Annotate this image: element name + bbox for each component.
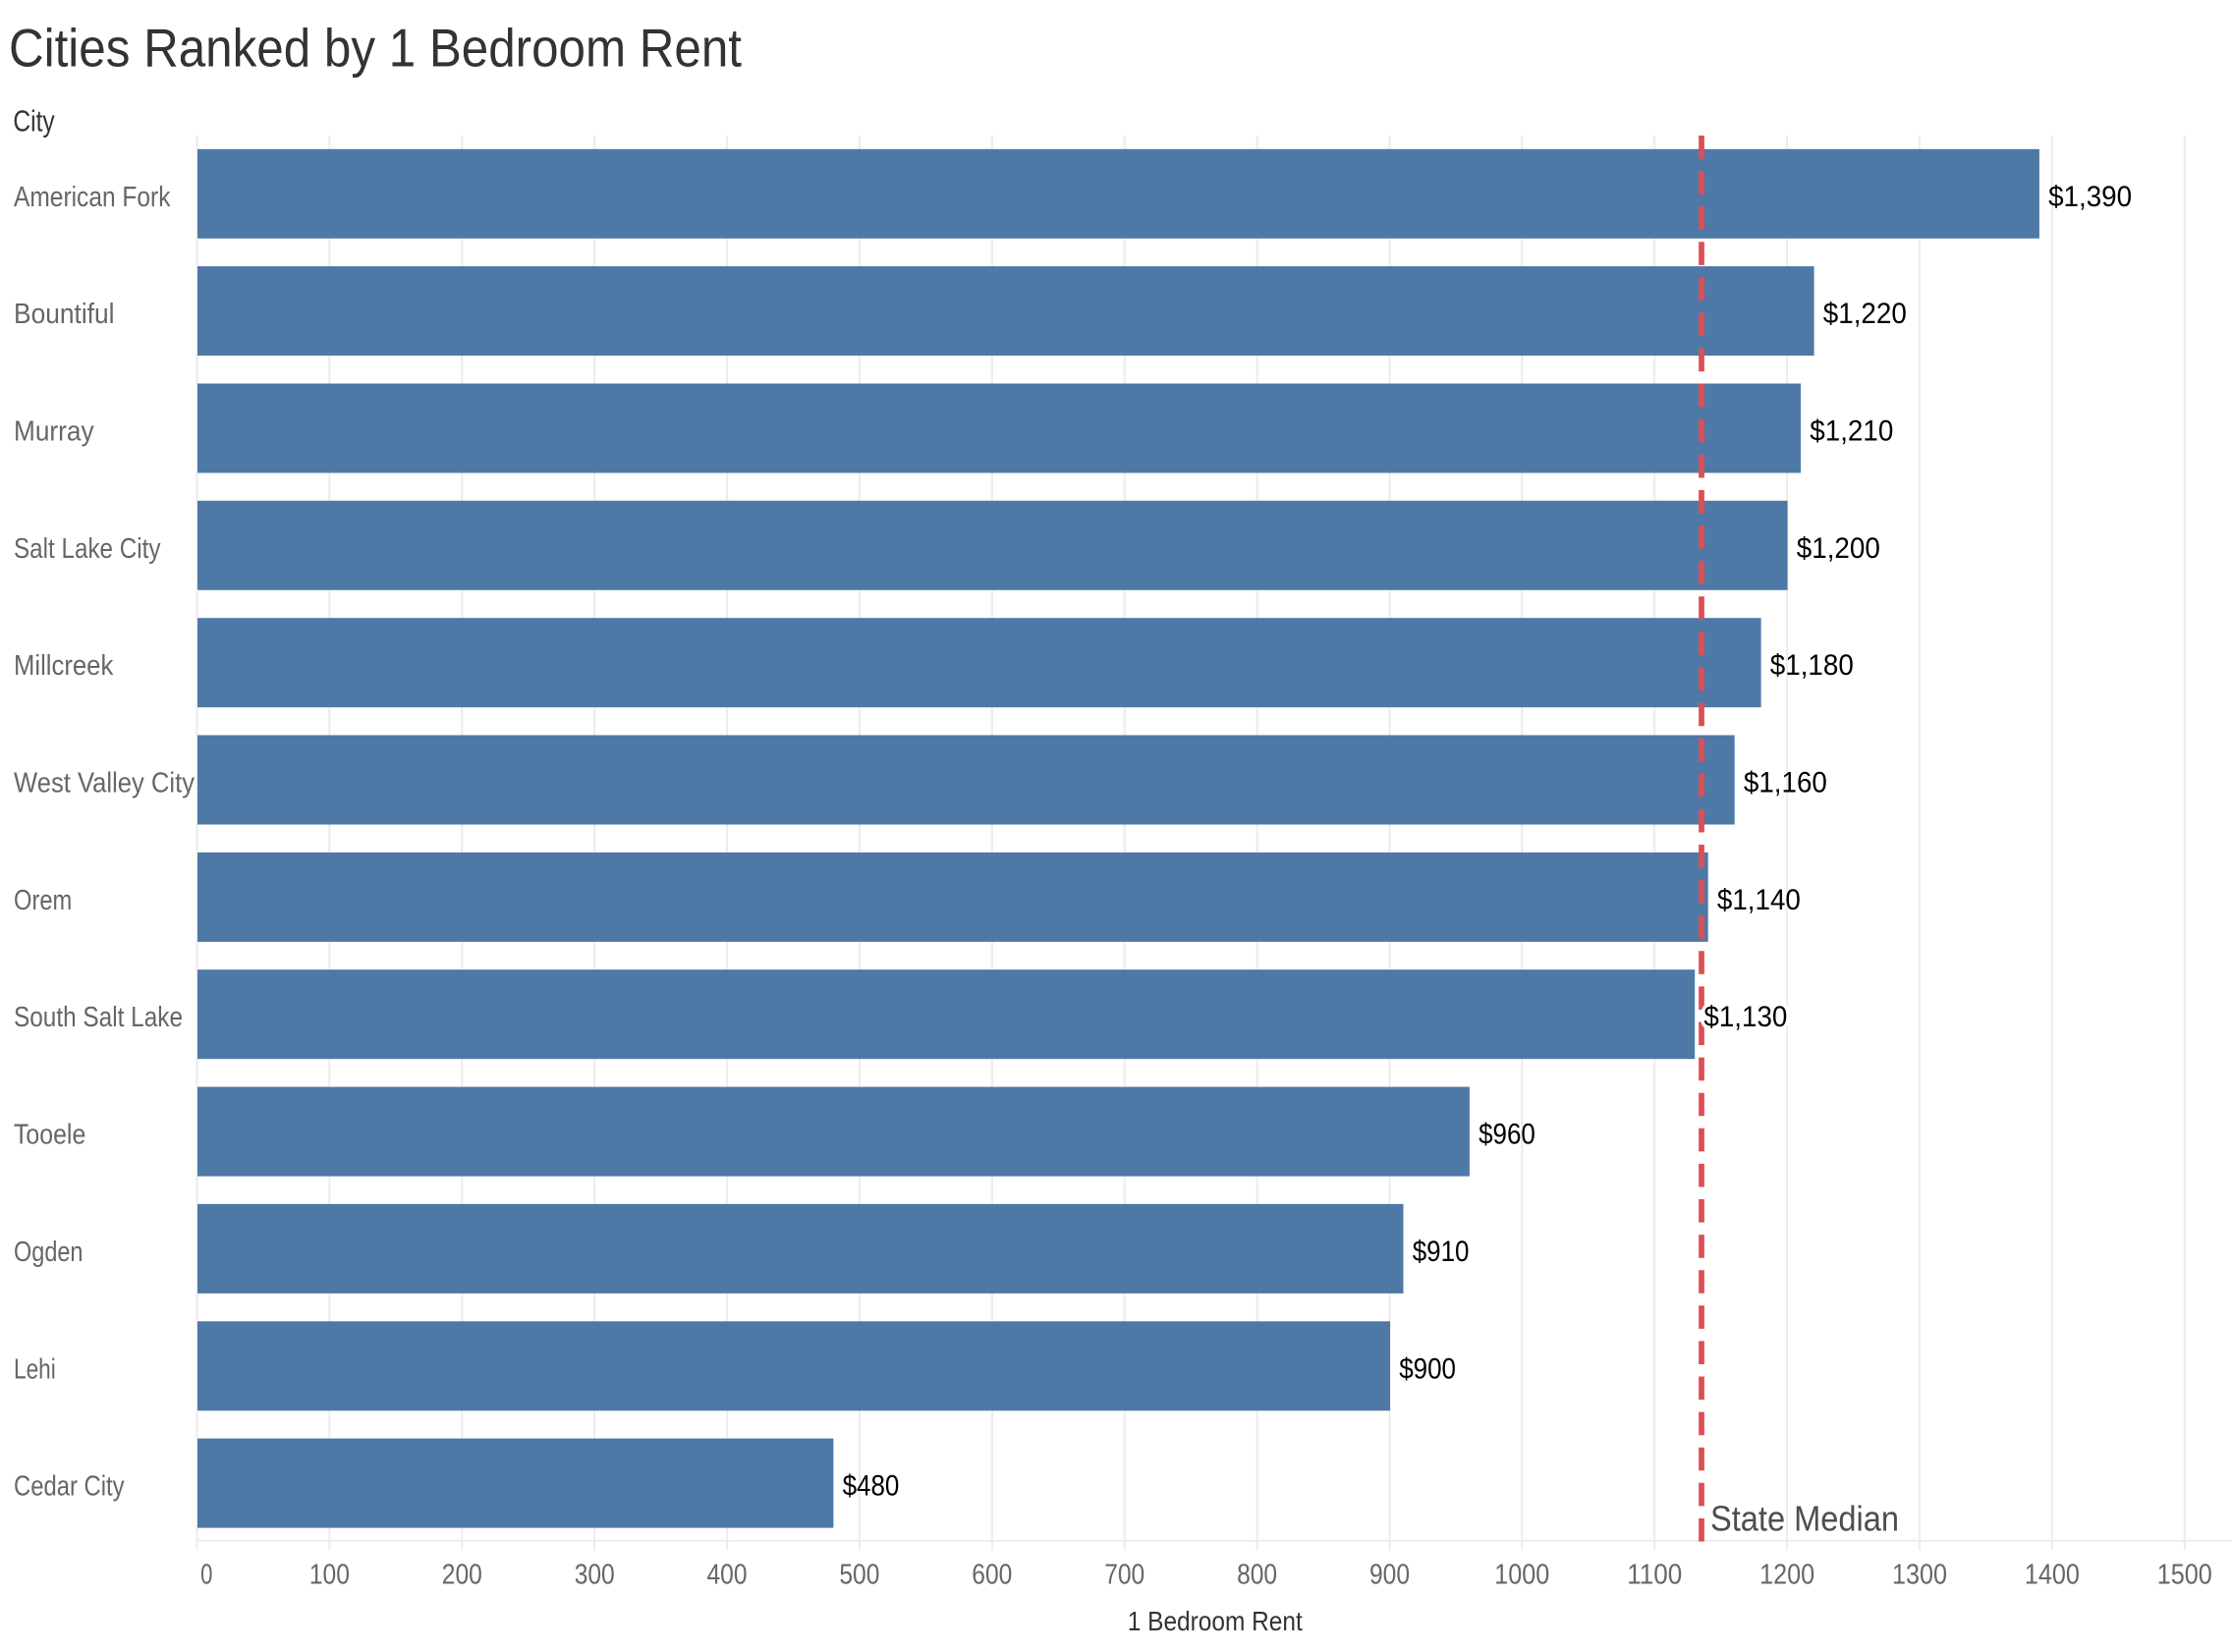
svg-text:Tooele: Tooele: [14, 1120, 85, 1151]
svg-text:100: 100: [309, 1559, 350, 1590]
svg-text:1400: 1400: [2025, 1559, 2080, 1590]
svg-text:0: 0: [200, 1559, 212, 1590]
svg-text:$1,130: $1,130: [1703, 1001, 1787, 1033]
svg-text:$960: $960: [1479, 1119, 1535, 1151]
svg-text:Millcreek: Millcreek: [14, 650, 114, 682]
svg-text:Bountiful: Bountiful: [14, 299, 115, 330]
svg-text:West Valley City: West Valley City: [14, 768, 195, 799]
svg-text:$1,140: $1,140: [1717, 884, 1801, 916]
svg-text:Cities Ranked by 1 Bedroom Ren: Cities Ranked by 1 Bedroom Rent: [9, 18, 742, 79]
svg-text:$900: $900: [1399, 1352, 1456, 1385]
svg-text:500: 500: [839, 1559, 879, 1590]
svg-text:Ogden: Ogden: [14, 1237, 84, 1268]
svg-text:$1,390: $1,390: [2048, 181, 2132, 213]
svg-text:Lehi: Lehi: [14, 1353, 56, 1385]
svg-text:1200: 1200: [1759, 1559, 1814, 1590]
svg-text:$1,160: $1,160: [1744, 767, 1827, 799]
svg-text:700: 700: [1104, 1559, 1144, 1590]
svg-text:1300: 1300: [1892, 1559, 1947, 1590]
svg-text:State Median: State Median: [1710, 1498, 1899, 1538]
svg-text:900: 900: [1369, 1559, 1410, 1590]
svg-text:1100: 1100: [1627, 1559, 1682, 1590]
svg-text:Murray: Murray: [14, 416, 94, 448]
svg-text:600: 600: [972, 1559, 1012, 1590]
svg-text:1500: 1500: [2157, 1559, 2212, 1590]
svg-text:$1,220: $1,220: [1823, 298, 1907, 330]
svg-text:200: 200: [442, 1559, 482, 1590]
svg-text:1000: 1000: [1494, 1559, 1549, 1590]
svg-text:$910: $910: [1413, 1236, 1470, 1268]
svg-text:$1,180: $1,180: [1770, 649, 1854, 682]
svg-text:South Salt Lake: South Salt Lake: [14, 1002, 183, 1033]
svg-text:$480: $480: [843, 1470, 900, 1503]
svg-text:1 Bedroom Rent: 1 Bedroom Rent: [1128, 1606, 1303, 1636]
svg-text:800: 800: [1237, 1559, 1277, 1590]
svg-text:Orem: Orem: [14, 885, 72, 916]
svg-text:City: City: [13, 103, 55, 138]
svg-text:Salt Lake City: Salt Lake City: [14, 533, 161, 565]
svg-text:American Fork: American Fork: [14, 182, 171, 213]
svg-text:$1,210: $1,210: [1810, 415, 1893, 448]
svg-text:300: 300: [575, 1559, 615, 1590]
svg-text:$1,200: $1,200: [1797, 532, 1880, 565]
svg-text:400: 400: [707, 1559, 748, 1590]
svg-text:Cedar City: Cedar City: [14, 1471, 125, 1503]
